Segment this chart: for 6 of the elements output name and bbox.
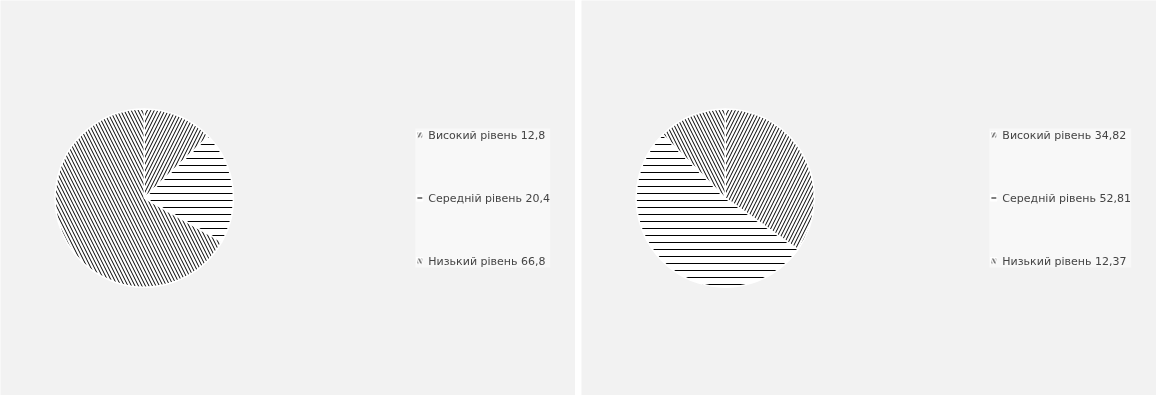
legend-label: Середній рівень 52,81 <box>1002 191 1131 204</box>
legend-label: Високий рівень 34,82 <box>1002 128 1127 141</box>
legend-label: Високий рівень 12,8 <box>428 128 546 141</box>
legend-label: Низький рівень 12,37 <box>1002 254 1127 267</box>
legend-label: Низький рівень 66,8 <box>428 254 546 267</box>
legend-label: Середній рівень 20,4 <box>428 191 550 204</box>
